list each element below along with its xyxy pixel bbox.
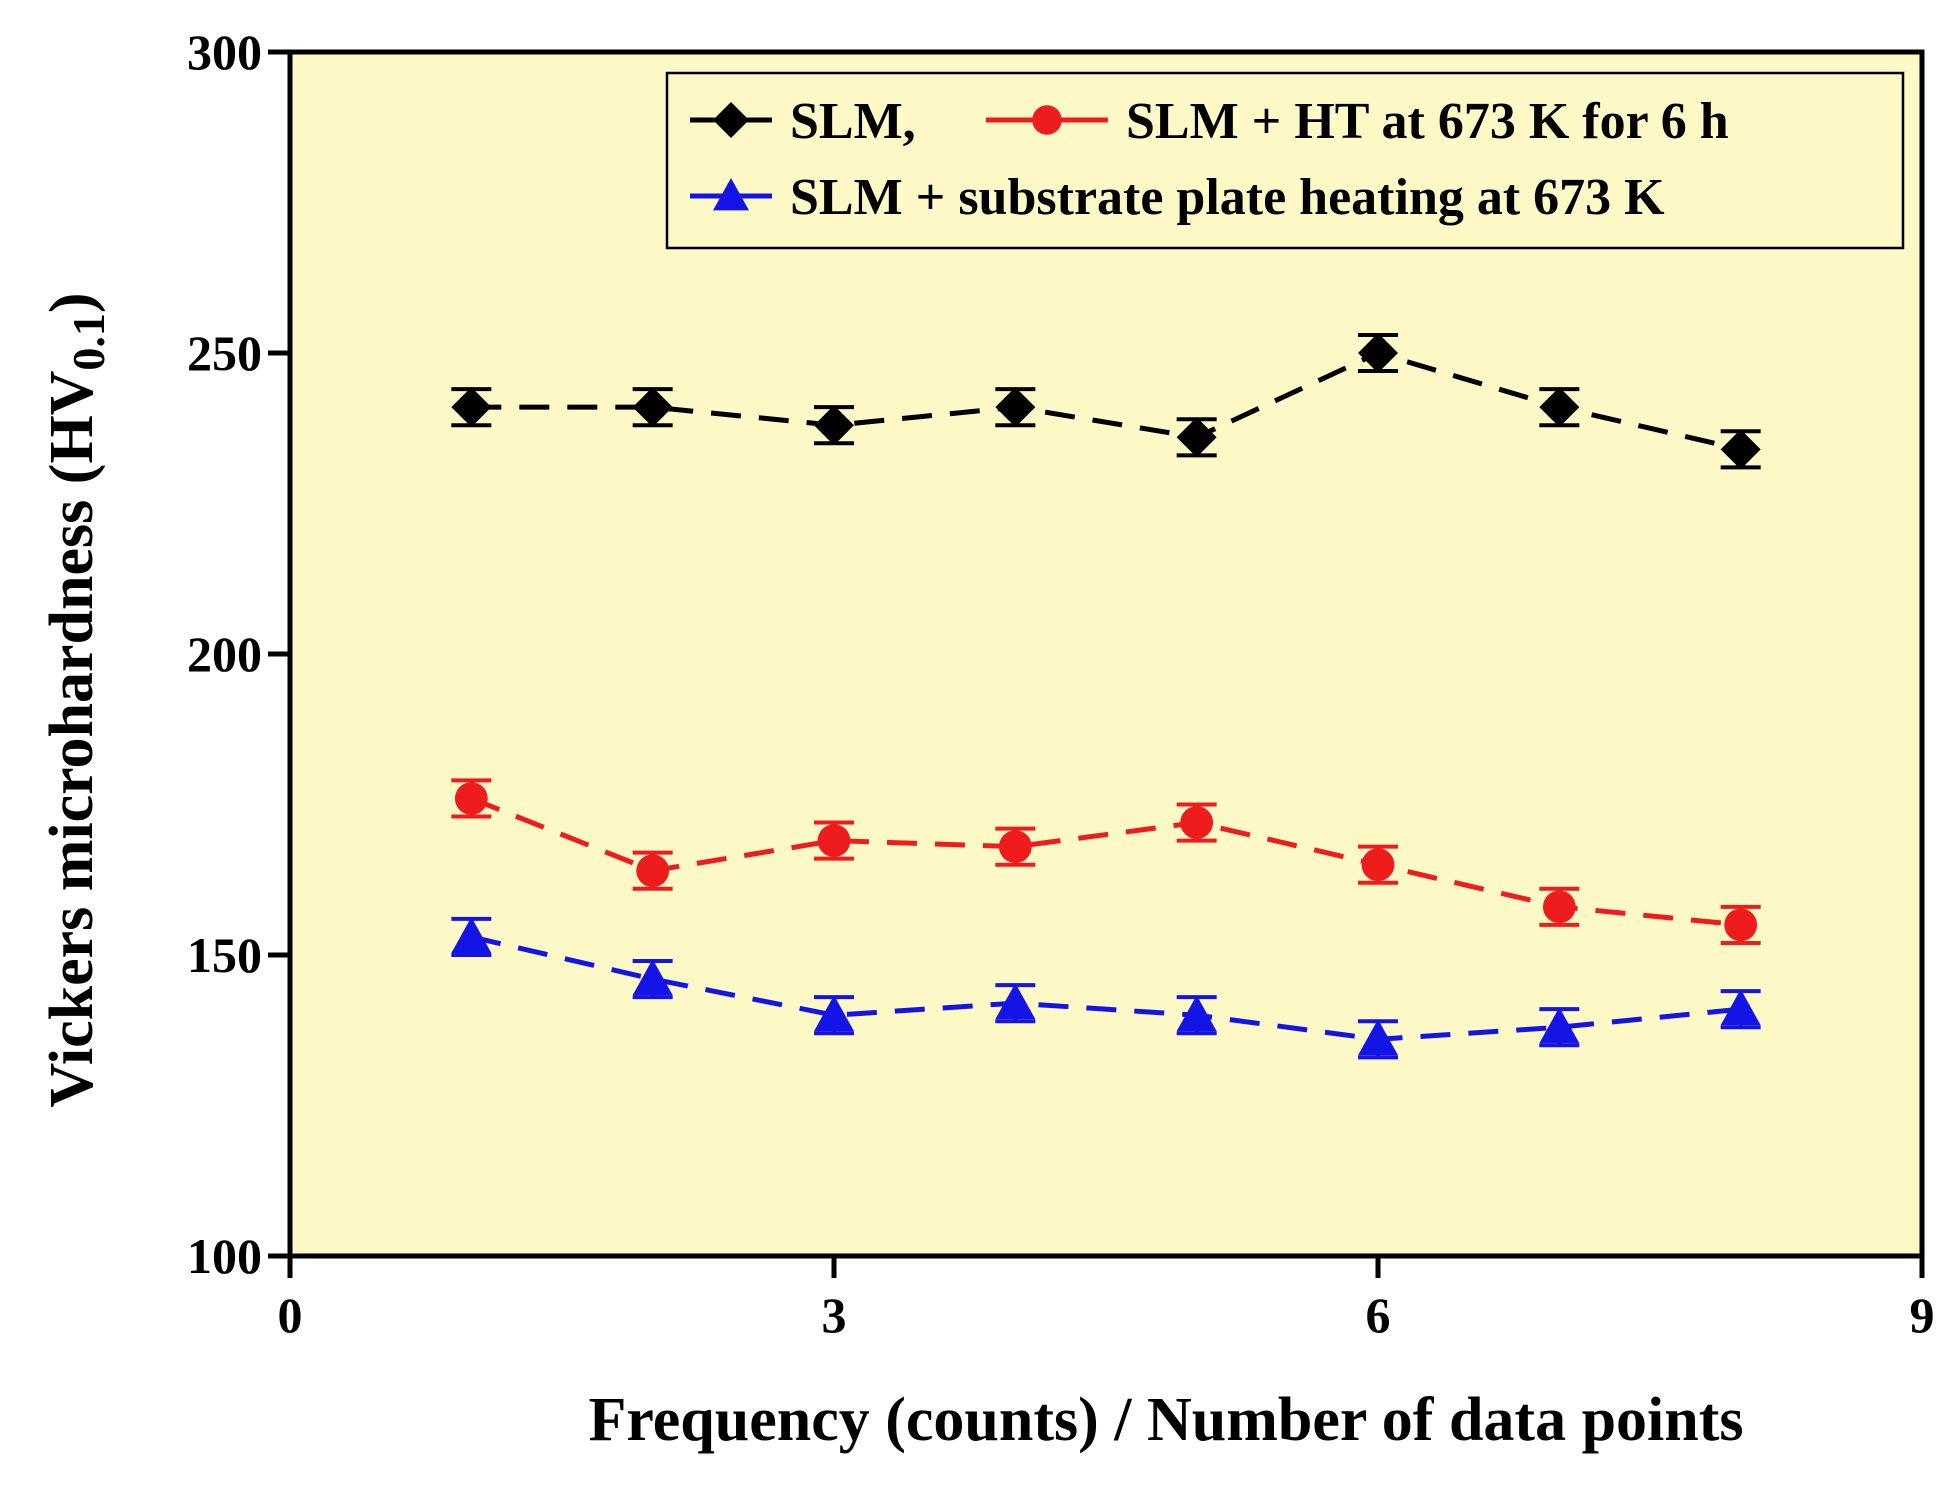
data-point (1539, 387, 1580, 428)
data-point (1724, 908, 1758, 942)
y-tick-label: 150 (187, 927, 262, 983)
x-tick-label: 0 (278, 1287, 303, 1343)
data-point (1539, 1007, 1580, 1044)
data-point (814, 995, 854, 1032)
y-tick-label: 100 (187, 1228, 262, 1284)
x-tick-label: 6 (1366, 1287, 1391, 1343)
series-line (470, 934, 1741, 1042)
data-point (632, 387, 673, 428)
data-point (1358, 333, 1398, 373)
data-point (1176, 417, 1217, 458)
y-tick-label: 300 (187, 24, 262, 80)
data-point (1542, 890, 1576, 924)
data-point (1720, 989, 1761, 1026)
x-tick-label: 9 (1910, 1287, 1935, 1343)
data-point (454, 782, 488, 815)
axes-layer: 100 150 200 250 300 0 3 6 9 (187, 24, 1935, 1343)
data-point (1176, 995, 1217, 1032)
y-tick-label: 250 (187, 325, 262, 381)
legend-swatch-marker (713, 102, 749, 138)
y-tick-label: 200 (187, 626, 262, 682)
series-line (470, 796, 1741, 928)
data-point (451, 387, 492, 428)
data-point (814, 405, 854, 446)
legend-label: SLM, (790, 93, 916, 150)
data-point (995, 983, 1036, 1020)
legend-label: SLM + substrate plate heating at 673 K (790, 169, 1665, 226)
y-axis-title-close: ) (38, 292, 106, 313)
series-2 (451, 778, 1761, 945)
legend-entry-slm-ht: SLM + HT at 673 K for 6 h (986, 93, 1729, 150)
data-point (817, 824, 851, 858)
series-line (471, 350, 1742, 452)
data-point (995, 387, 1036, 428)
data-point (998, 830, 1032, 864)
data-point (1361, 848, 1395, 882)
data-point (451, 916, 492, 953)
data-point (1720, 429, 1761, 470)
data-point (636, 854, 670, 888)
legend-label: SLM + HT at 673 K for 6 h (1126, 93, 1729, 150)
data-point (1180, 806, 1214, 839)
data-point (632, 959, 673, 996)
data-point (1358, 1019, 1398, 1056)
x-tick-label: 3 (822, 1287, 847, 1343)
y-axis-title: Vickers microhardness (HV0.1) (38, 292, 114, 1107)
legend-swatch-marker (1032, 105, 1062, 135)
x-axis-title: Frequency (counts) / Number of data poin… (588, 1386, 1743, 1454)
legend-box (665, 71, 1905, 250)
series-3 (451, 916, 1761, 1060)
y-axis-title-main: Vickers microhardness (HV (38, 370, 106, 1107)
legend-entry-slm: SLM, (690, 93, 916, 150)
series-layer (451, 332, 1761, 1060)
plot-area (290, 52, 1922, 1256)
y-axis-title-subscript: 0.1 (63, 313, 114, 371)
legend-entry-slm-substrate: SLM + substrate plate heating at 673 K (690, 169, 1665, 226)
legend: SLM, SLM + HT at 673 K for 6 h SLM + subst… (665, 71, 1905, 250)
legend-swatch-marker (713, 178, 749, 211)
series-1 (451, 332, 1761, 470)
